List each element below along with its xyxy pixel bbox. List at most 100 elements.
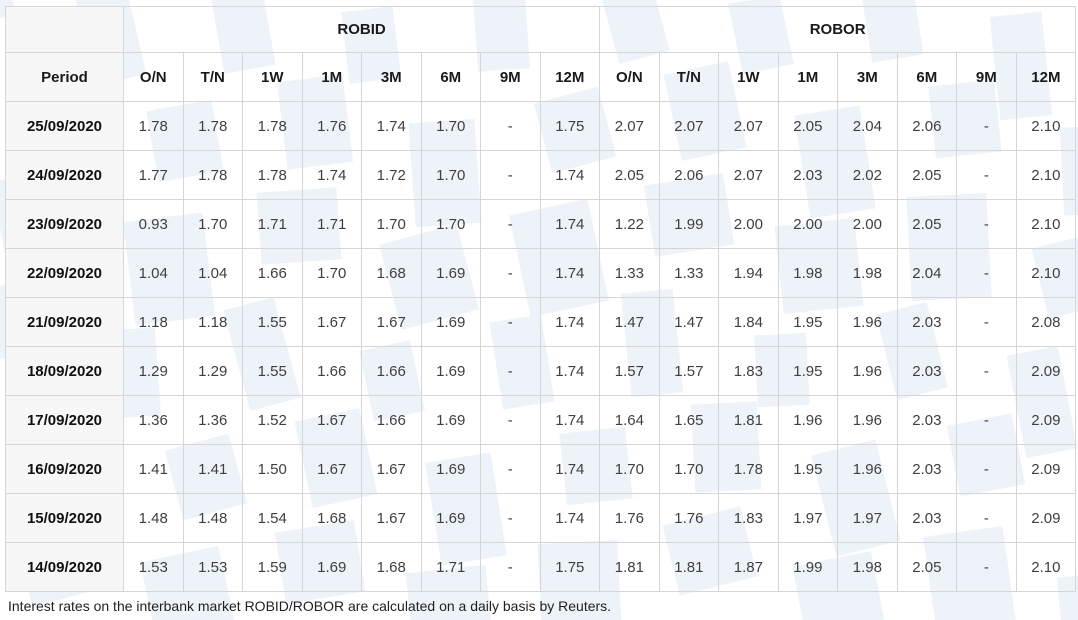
rate-cell-robor-12m: 2.09: [1015, 395, 1077, 445]
rate-cell-robid-3m: 1.70: [361, 199, 422, 249]
rate-cell-robor-6m: 2.03: [896, 493, 958, 543]
rate-cell-robor-on: 1.81: [599, 542, 660, 592]
rate-cell-robor-1w: 1.83: [718, 346, 779, 396]
rate-cell-robor-3m: 1.96: [837, 346, 898, 396]
rate-cell-robid-tn: 1.70: [182, 199, 243, 249]
table-row: 14/09/2020 1.53 1.53 1.59 1.69 1.68 1.71-1.75 1…: [5, 542, 1077, 592]
tenor-header-robid-on: O/N: [123, 52, 184, 102]
rate-cell-robid-9m: -: [480, 199, 541, 249]
rate-cell-robid-6m: 1.70: [420, 150, 481, 200]
rate-cell-robor-tn: 1.81: [658, 542, 720, 592]
table-row: 23/09/2020 0.93 1.70 1.71 1.71 1.70 1.70-1.74 1…: [5, 199, 1077, 249]
rate-cell-robid-6m: 1.70: [420, 199, 481, 249]
rate-cell-robor-on: 1.76: [599, 493, 660, 543]
rate-cell-robid-1w: 1.55: [242, 297, 303, 347]
rate-cell-robor-on: 1.57: [599, 346, 660, 396]
tenor-header-robid-9m: 9M: [480, 52, 541, 102]
rate-cell-robor-3m: 1.98: [837, 248, 898, 298]
table-row: 24/09/2020 1.77 1.78 1.78 1.74 1.72 1.70-1.74 2…: [5, 150, 1077, 200]
rate-cell-robor-6m: 2.04: [896, 248, 958, 298]
rate-cell-robid-3m: 1.66: [361, 395, 422, 445]
rate-cell-robor-1m: 1.98: [777, 248, 839, 298]
rate-cell-robid-12m: 1.74: [539, 395, 601, 445]
rate-cell-robid-9m: -: [480, 444, 541, 494]
rate-cell-robid-9m: -: [480, 346, 541, 396]
rate-cell-robor-tn: 1.99: [658, 199, 720, 249]
rate-cell-robid-1m: 1.70: [301, 248, 362, 298]
rate-cell-robor-9m: -: [956, 542, 1017, 592]
rate-cell-robid-3m: 1.67: [361, 297, 422, 347]
tenor-header-robor-12m: 12M: [1015, 52, 1077, 102]
tenor-header-robor-1m: 1M: [777, 52, 839, 102]
tenor-header-robor-on: O/N: [599, 52, 660, 102]
rate-cell-robor-tn: 1.33: [658, 248, 720, 298]
rate-cell-robid-on: 1.78: [123, 101, 184, 151]
tenor-header-robor-6m: 6M: [896, 52, 958, 102]
rate-cell-robid-6m: 1.70: [420, 101, 481, 151]
rate-cell-robid-6m: 1.69: [420, 248, 481, 298]
rate-cell-robor-1w: 2.07: [718, 101, 779, 151]
rate-cell-robor-on: 2.05: [599, 150, 660, 200]
rate-cell-robid-9m: -: [480, 297, 541, 347]
rate-cell-robid-9m: -: [480, 101, 541, 151]
rate-cell-robid-3m: 1.68: [361, 542, 422, 592]
rate-cell-robor-1w: 2.07: [718, 150, 779, 200]
corner-cell: [5, 6, 124, 53]
rate-cell-robor-12m: 2.10: [1015, 199, 1077, 249]
rate-cell-robid-6m: 1.69: [420, 493, 481, 543]
rate-cell-robid-1w: 1.55: [242, 346, 303, 396]
rate-cell-robid-1m: 1.68: [301, 493, 362, 543]
rate-cell-robor-tn: 1.70: [658, 444, 720, 494]
rate-cell-robid-1w: 1.54: [242, 493, 303, 543]
rate-cell-robid-6m: 1.71: [420, 542, 481, 592]
rate-cell-robor-12m: 2.10: [1015, 101, 1077, 151]
rate-cell-robor-9m: -: [956, 150, 1017, 200]
rate-cell-robid-12m: 1.75: [539, 542, 601, 592]
footer-note: Interest rates on the interbank market R…: [8, 598, 612, 614]
rate-cell-robid-1w: 1.59: [242, 542, 303, 592]
rate-cell-robor-1w: 1.78: [718, 444, 779, 494]
rate-cell-robor-tn: 2.07: [658, 101, 720, 151]
rate-cell-robor-3m: 1.96: [837, 297, 898, 347]
tenor-header-robor-9m: 9M: [956, 52, 1017, 102]
rate-cell-robor-9m: -: [956, 395, 1017, 445]
rate-cell-robid-1m: 1.74: [301, 150, 362, 200]
rate-cell-robor-12m: 2.10: [1015, 150, 1077, 200]
rate-cell-robid-3m: 1.72: [361, 150, 422, 200]
rate-cell-robor-6m: 2.03: [896, 395, 958, 445]
rate-cell-robid-1w: 1.78: [242, 150, 303, 200]
rate-cell-robid-on: 0.93: [123, 199, 184, 249]
date-cell: 21/09/2020: [5, 297, 124, 347]
rate-cell-robor-12m: 2.09: [1015, 493, 1077, 543]
tenor-header-robid-3m: 3M: [361, 52, 422, 102]
rate-cell-robid-9m: -: [480, 395, 541, 445]
rate-cell-robid-3m: 1.68: [361, 248, 422, 298]
rate-cell-robor-9m: -: [956, 493, 1017, 543]
table-row: 17/09/2020 1.36 1.36 1.52 1.67 1.66 1.69-1.74 1…: [5, 395, 1077, 445]
rate-cell-robor-1w: 2.00: [718, 199, 779, 249]
rate-cell-robor-9m: -: [956, 199, 1017, 249]
rate-cell-robid-1m: 1.71: [301, 199, 362, 249]
rate-cell-robid-tn: 1.04: [182, 248, 243, 298]
rate-cell-robid-3m: 1.74: [361, 101, 422, 151]
rate-cell-robid-on: 1.53: [123, 542, 184, 592]
rate-cell-robid-3m: 1.67: [361, 493, 422, 543]
rate-cell-robid-1w: 1.52: [242, 395, 303, 445]
robid-group-header: ROBID: [122, 6, 601, 53]
rate-cell-robid-3m: 1.67: [361, 444, 422, 494]
rate-cell-robid-1w: 1.78: [242, 101, 303, 151]
rate-cell-robid-tn: 1.36: [182, 395, 243, 445]
rate-cell-robid-12m: 1.74: [539, 493, 601, 543]
rate-cell-robid-tn: 1.18: [182, 297, 243, 347]
rate-cell-robor-3m: 2.04: [837, 101, 898, 151]
rate-cell-robid-tn: 1.41: [182, 444, 243, 494]
rate-cell-robid-3m: 1.66: [361, 346, 422, 396]
rate-cell-robid-1w: 1.50: [242, 444, 303, 494]
rate-cell-robid-9m: -: [480, 150, 541, 200]
rate-cell-robid-on: 1.48: [123, 493, 184, 543]
rate-cell-robor-1m: 2.00: [777, 199, 839, 249]
rate-cell-robor-6m: 2.03: [896, 346, 958, 396]
date-cell: 16/09/2020: [5, 444, 124, 494]
rate-cell-robor-12m: 2.10: [1015, 542, 1077, 592]
table-row: 16/09/2020 1.41 1.41 1.50 1.67 1.67 1.69-1.74 1…: [5, 444, 1077, 494]
